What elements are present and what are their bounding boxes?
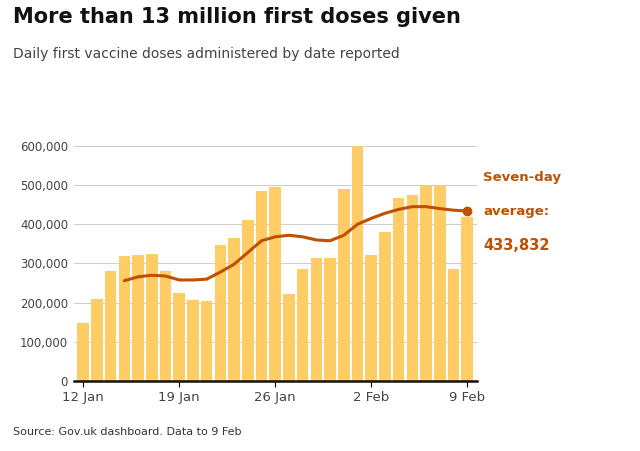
Text: Seven-day: Seven-day <box>483 171 561 184</box>
Text: Daily first vaccine doses administered by date reported: Daily first vaccine doses administered b… <box>13 47 399 61</box>
Bar <box>228 238 240 381</box>
Bar <box>132 255 144 381</box>
Bar <box>91 299 103 381</box>
Text: 433,832: 433,832 <box>483 238 550 253</box>
Bar <box>283 294 295 381</box>
Bar <box>105 272 116 381</box>
Bar <box>297 269 308 381</box>
Bar <box>159 271 172 381</box>
Bar <box>255 191 268 381</box>
Bar <box>461 217 473 381</box>
Bar <box>406 195 418 381</box>
Bar <box>310 258 322 381</box>
Bar <box>187 300 199 381</box>
Bar <box>324 258 336 381</box>
Bar <box>393 198 404 381</box>
Bar <box>201 301 212 381</box>
Bar <box>338 189 349 381</box>
Bar <box>242 220 253 381</box>
Text: Source: Gov.uk dashboard. Data to 9 Feb: Source: Gov.uk dashboard. Data to 9 Feb <box>13 427 241 437</box>
Bar <box>351 146 364 381</box>
Bar <box>173 293 185 381</box>
Bar <box>447 269 460 381</box>
Bar <box>146 253 157 381</box>
Bar <box>77 323 89 381</box>
Bar <box>118 257 130 381</box>
Text: More than 13 million first doses given: More than 13 million first doses given <box>13 7 461 27</box>
Bar <box>269 188 281 381</box>
Text: BBC: BBC <box>563 423 608 440</box>
Text: average:: average: <box>483 205 549 218</box>
Bar <box>365 255 377 381</box>
Bar <box>420 186 432 381</box>
Bar <box>214 245 226 381</box>
Bar <box>379 232 391 381</box>
Bar <box>434 185 445 381</box>
